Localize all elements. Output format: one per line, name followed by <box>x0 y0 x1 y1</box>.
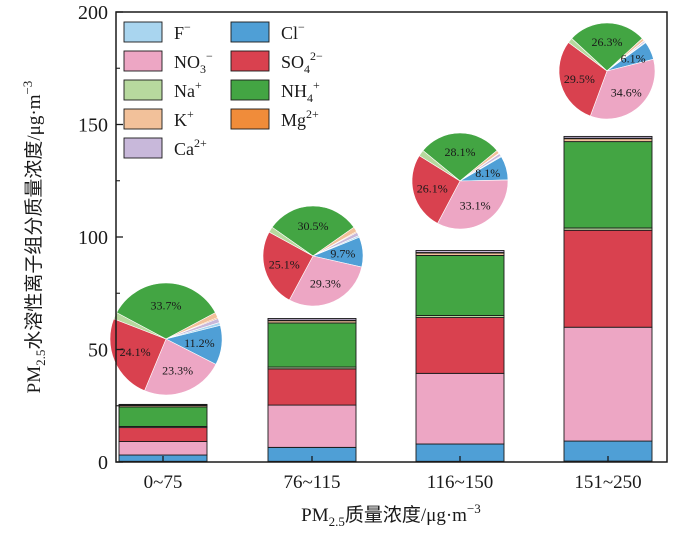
pie-chart: 28.1% 8.1% 33.1% 26.1% <box>411 132 509 230</box>
bar-segment-ca <box>563 135 653 139</box>
pie-slice-no3 <box>288 255 363 307</box>
pie-chart: 30.5%9.7% 29.3% 25.1% <box>262 205 364 307</box>
legend-swatch <box>230 79 270 101</box>
pie-slice-nh4 <box>116 282 216 340</box>
pie-slice-no3 <box>437 179 509 230</box>
legend-label: Mg2+ <box>281 107 319 130</box>
pie-percent-label: 29.5% <box>564 72 595 86</box>
bar-segment-no3 <box>563 326 653 442</box>
pie-percent-label: 25.1% <box>269 258 300 272</box>
legend-swatch <box>230 21 270 43</box>
pie-chart: 26.3% 6.1% 34.6% 29.5% <box>558 22 656 120</box>
legend-item-na: Na+ <box>123 78 202 101</box>
bar-segment-ca <box>267 318 357 321</box>
x-tick-label: 76~115 <box>283 472 340 493</box>
x-axis-title: PM2.5质量浓度/μg·m−3 <box>301 501 481 529</box>
legend-swatch <box>123 108 163 130</box>
x-tick-label: 116~150 <box>427 472 494 493</box>
pie-percent-label: 34.6% <box>611 85 642 99</box>
bar-segment-so4 <box>267 368 357 406</box>
legend-label: NO3− <box>174 49 213 76</box>
bar-segment-ca <box>415 250 505 253</box>
y-tick-label: 100 <box>78 227 108 249</box>
pie-percent-label: 11.2% <box>184 336 215 350</box>
pie-slice-no3 <box>589 58 656 120</box>
legend-label: NH4+ <box>281 78 320 105</box>
pie-slice-na <box>268 226 314 257</box>
pie-chart: 33.7% 11.2% 23.3% 24.1% <box>109 282 223 396</box>
pie-slice-so4 <box>411 155 461 224</box>
bar-segment-nh4 <box>118 406 208 427</box>
pie-slice-so4 <box>558 42 608 117</box>
legend-item-cl: Cl− <box>230 20 305 43</box>
legend-swatch <box>230 50 270 72</box>
legend-swatch <box>230 108 270 130</box>
y-tick-label: 0 <box>98 452 108 474</box>
pie-slice-so4 <box>109 318 167 392</box>
legend: F− Cl− NO3− SO42− Na+ NH4+ K+ Mg2+ Ca2+ <box>123 20 323 159</box>
pie-slice-na <box>418 150 461 182</box>
legend-label: SO42− <box>281 49 323 76</box>
legend-swatch <box>123 50 163 72</box>
bar-segment-nh4 <box>563 141 653 229</box>
pie-slice-no3 <box>144 338 217 396</box>
pie-percent-label: 9.7% <box>330 247 355 261</box>
bar-segment-no3 <box>267 404 357 448</box>
x-tick-label: 0~75 <box>144 472 183 493</box>
pie-percent-label: 24.1% <box>120 345 151 359</box>
bar-segment-nh4 <box>415 254 505 316</box>
legend-label: K+ <box>174 107 194 130</box>
pie-percent-label: 28.1% <box>445 145 476 159</box>
x-axis: 0~75 76~115 116~150 151~250 <box>144 456 642 493</box>
pies-layer: 33.7% 11.2% 23.3% 24.1% 30.5%9.7% 29.3% 25.1% 2… <box>109 22 656 396</box>
bar-segment-nh4 <box>267 322 357 368</box>
y-tick-label: 200 <box>78 2 108 24</box>
bars-layer <box>118 135 653 463</box>
legend-label: Cl− <box>281 20 305 43</box>
legend-label: F− <box>174 20 191 43</box>
pie-slice-so4 <box>262 231 314 301</box>
y-axis: 0 50 100 150 200 <box>78 2 123 474</box>
legend-item-no3: NO3− <box>123 49 213 76</box>
bar-segment-no3 <box>415 372 505 445</box>
legend-item-f: F− <box>123 20 191 43</box>
pie-percent-label: 26.1% <box>417 182 448 196</box>
legend-item-ca: Ca2+ <box>123 136 207 159</box>
legend-item-nh4: NH4+ <box>230 78 320 105</box>
pie-slice-nh4 <box>422 132 498 182</box>
y-tick-label: 50 <box>88 340 108 362</box>
legend-swatch <box>123 137 163 159</box>
bar-segment-so4 <box>415 317 505 374</box>
legend-item-so4: SO42− <box>230 49 323 76</box>
legend-swatch <box>123 79 163 101</box>
pie-percent-label: 29.3% <box>310 276 341 290</box>
bar-segment-so4 <box>563 229 653 328</box>
pie-percent-label: 33.1% <box>460 199 491 213</box>
bar-segment-ca <box>118 403 208 406</box>
legend-swatch <box>123 21 163 43</box>
legend-label: Na+ <box>174 78 202 101</box>
pie-percent-label: 33.7% <box>151 298 182 312</box>
pie-percent-label: 30.5% <box>298 219 329 233</box>
pie-percent-label: 26.3% <box>592 35 623 49</box>
bar-segment-so4 <box>118 427 208 442</box>
legend-label: Ca2+ <box>174 136 207 159</box>
legend-item-k: K+ <box>123 107 194 130</box>
pie-percent-label: 8.1% <box>475 166 500 180</box>
y-tick-label: 150 <box>78 115 108 137</box>
pie-percent-label: 23.3% <box>162 364 193 378</box>
pie-percent-label: 6.1% <box>621 52 646 66</box>
bar-segment-no3 <box>118 441 208 456</box>
legend-item-mg: Mg2+ <box>230 107 319 130</box>
pie-slice-nh4 <box>271 205 355 257</box>
pie-slice-na <box>568 38 608 72</box>
x-tick-label: 151~250 <box>574 472 641 493</box>
y-axis-title: PM2.5水溶性离子组分质量浓度/μg·m−3 <box>20 81 48 394</box>
pie-slice-nh4 <box>571 22 643 72</box>
